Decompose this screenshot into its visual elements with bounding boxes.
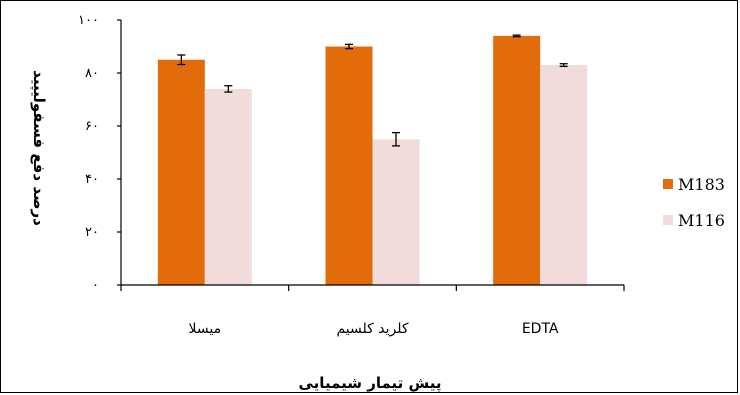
bar-m183-1 [325, 46, 373, 285]
y-tick-label: ۴۰ [85, 172, 99, 187]
bar-m116-0 [204, 88, 252, 286]
legend-label-m183: M183 [678, 175, 725, 194]
legend-swatch-m116 [663, 215, 673, 225]
category-label: کلرید کلسیم [336, 321, 408, 337]
x-ticks [120, 285, 625, 291]
bar-m116-2 [540, 65, 588, 285]
y-tick-label: ۶۰ [85, 119, 99, 134]
y-tick-label: ۰ [92, 278, 99, 293]
y-ticks: ۰ ۲۰ ۴۰ ۶۰ ۸۰ ۱۰۰ [78, 13, 121, 293]
legend-swatch-m183 [663, 179, 673, 189]
category-label: میسلا [189, 321, 222, 337]
y-axis-title: درصد دفع فسفولیپید [29, 70, 48, 226]
y-tick-label: ۲۰ [85, 225, 99, 240]
category-label: EDTA [522, 321, 559, 337]
y-tick-label: ۸۰ [85, 66, 99, 81]
legend: M183 M116 [663, 175, 725, 230]
legend-label-m116: M116 [678, 211, 725, 230]
bars-group [157, 35, 588, 286]
bar-m183-0 [157, 59, 205, 285]
category-labels: میسلا کلرید کلسیم EDTA [189, 321, 559, 337]
bar-m183-2 [493, 35, 541, 286]
bar-m116-1 [372, 139, 420, 285]
error-bars-group [177, 34, 568, 147]
y-tick-label: ۱۰۰ [78, 13, 99, 28]
x-axis-title: پیش تیمار شیمیایی [299, 374, 442, 393]
